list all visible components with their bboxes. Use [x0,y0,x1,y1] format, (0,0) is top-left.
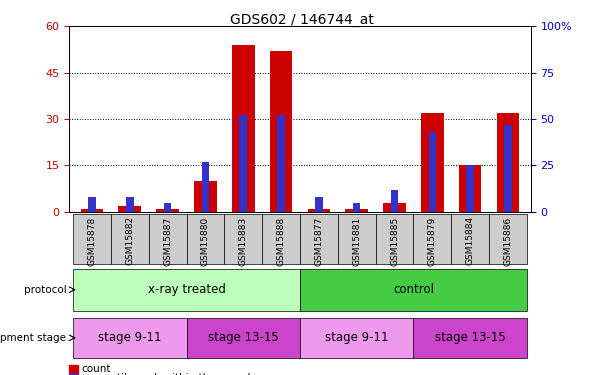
Text: GSM15888: GSM15888 [277,216,286,266]
Bar [414,214,451,264]
Bar [338,214,376,264]
Bar [194,181,217,212]
Bar [353,202,361,212]
Bar [156,209,179,212]
Bar [73,268,300,311]
Bar [262,214,300,264]
Bar [489,214,527,264]
Text: GSM15880: GSM15880 [201,216,210,266]
Bar [459,165,481,212]
Bar [429,132,436,212]
Bar [308,209,330,212]
Bar [414,318,527,358]
Bar [300,318,414,358]
Text: GSM15886: GSM15886 [504,216,513,266]
Text: GSM15879: GSM15879 [428,216,437,266]
Bar [126,197,134,212]
Bar [504,124,512,212]
Bar [300,268,527,311]
Text: stage 9-11: stage 9-11 [98,332,162,344]
Bar [451,214,489,264]
Bar [201,162,209,212]
Bar [497,113,519,212]
Bar [88,197,96,212]
Text: stage 13-15: stage 13-15 [208,332,279,344]
Text: development stage: development stage [0,333,66,343]
Text: GSM15878: GSM15878 [87,216,96,266]
Text: GSM15885: GSM15885 [390,216,399,266]
Bar [466,165,474,212]
Bar [149,214,186,264]
Text: GSM15884: GSM15884 [466,216,475,266]
Text: stage 13-15: stage 13-15 [435,332,505,344]
Text: protocol: protocol [24,285,66,295]
Bar [224,214,262,264]
Text: percentile rank within the sample: percentile rank within the sample [81,373,257,375]
Bar [73,318,186,358]
Text: GSM15881: GSM15881 [352,216,361,266]
Bar [111,214,149,264]
Bar [383,202,406,212]
Bar [376,214,414,264]
Text: stage 9-11: stage 9-11 [325,332,388,344]
Bar [164,202,171,212]
Bar [186,214,224,264]
Bar [81,209,103,212]
Bar [391,190,399,212]
Bar [119,206,141,212]
Bar [186,318,300,358]
Bar [277,116,285,212]
Text: control: control [393,283,434,296]
Bar [73,214,111,264]
Text: GDS602 / 146744_at: GDS602 / 146744_at [230,13,373,27]
Text: GSM15883: GSM15883 [239,216,248,266]
Bar [421,113,444,212]
Bar [315,197,323,212]
Bar [300,214,338,264]
Bar [270,51,292,212]
Bar [239,116,247,212]
Bar [346,209,368,212]
Text: count: count [81,364,111,374]
Bar [232,45,254,212]
Text: GSM15887: GSM15887 [163,216,172,266]
Text: GSM15877: GSM15877 [314,216,323,266]
Text: GSM15882: GSM15882 [125,216,134,266]
Text: x-ray treated: x-ray treated [148,283,226,296]
